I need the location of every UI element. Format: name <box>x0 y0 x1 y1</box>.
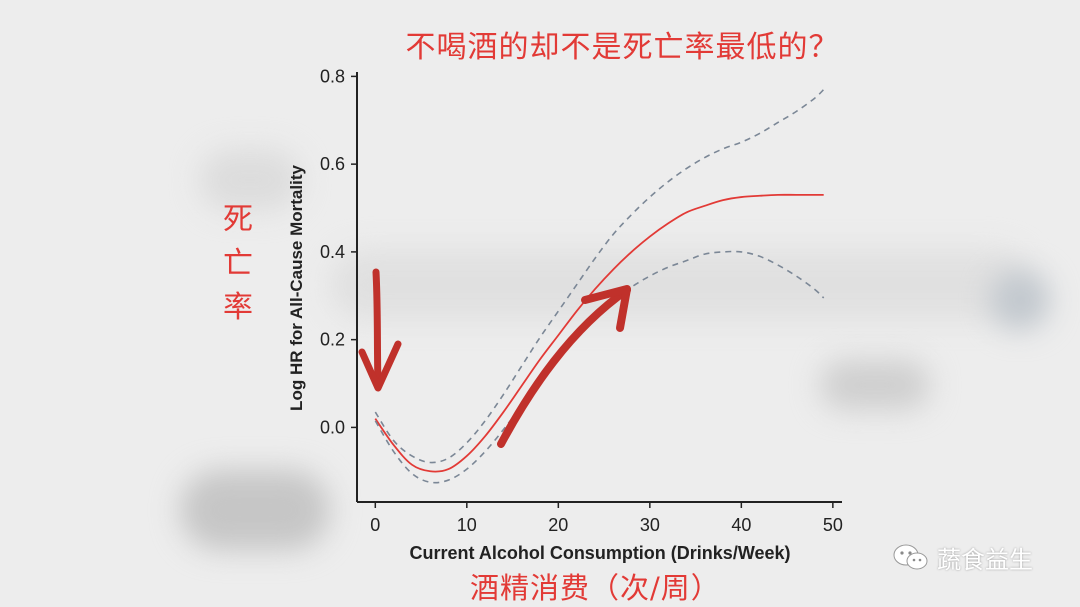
y-tick-label: 0.0 <box>320 417 345 437</box>
ci-bound-line <box>374 250 825 484</box>
down-arrow-head <box>358 340 402 392</box>
chart-axes <box>356 72 842 503</box>
x-axis-label: Current Alcohol Consumption (Drinks/Week… <box>409 543 790 563</box>
annotation-arrows <box>358 268 631 448</box>
background-band <box>200 150 300 210</box>
background-band <box>330 250 1030 320</box>
x-tick-label: 50 <box>823 515 843 535</box>
ci-bound-line <box>374 88 825 464</box>
x-tick-label: 30 <box>640 515 660 535</box>
up-arrow-shaft <box>497 286 631 448</box>
annotation-title: 不喝酒的却不是死亡率最低的？ <box>405 30 840 65</box>
x-tick-label: 10 <box>457 515 477 535</box>
y-tick-label: 0.2 <box>320 330 345 350</box>
x-tick-label: 40 <box>731 515 751 535</box>
wechat-icon <box>893 543 929 573</box>
x-tick-label: 0 <box>370 515 380 535</box>
watermark: 蔬食益生 <box>893 540 1033 575</box>
y-tick-label: 0.4 <box>320 242 345 262</box>
background-band <box>180 470 330 550</box>
annotation-y-label: 死亡率 <box>223 202 253 325</box>
watermark-text: 蔬食益生 <box>937 546 1033 574</box>
y-axis-label: Log HR for All-Cause Mortality <box>287 165 306 411</box>
x-tick-label: 20 <box>548 515 568 535</box>
y-tick-label: 0.6 <box>320 154 345 174</box>
background-band <box>820 360 930 410</box>
down-arrow-shaft <box>372 268 382 389</box>
hr-estimate-line <box>374 193 824 473</box>
annotation-x-label: 酒精消费（次/周） <box>470 571 721 605</box>
background-band <box>990 270 1050 330</box>
up-arrow-head <box>581 285 631 332</box>
y-tick-label: 0.8 <box>320 66 345 86</box>
